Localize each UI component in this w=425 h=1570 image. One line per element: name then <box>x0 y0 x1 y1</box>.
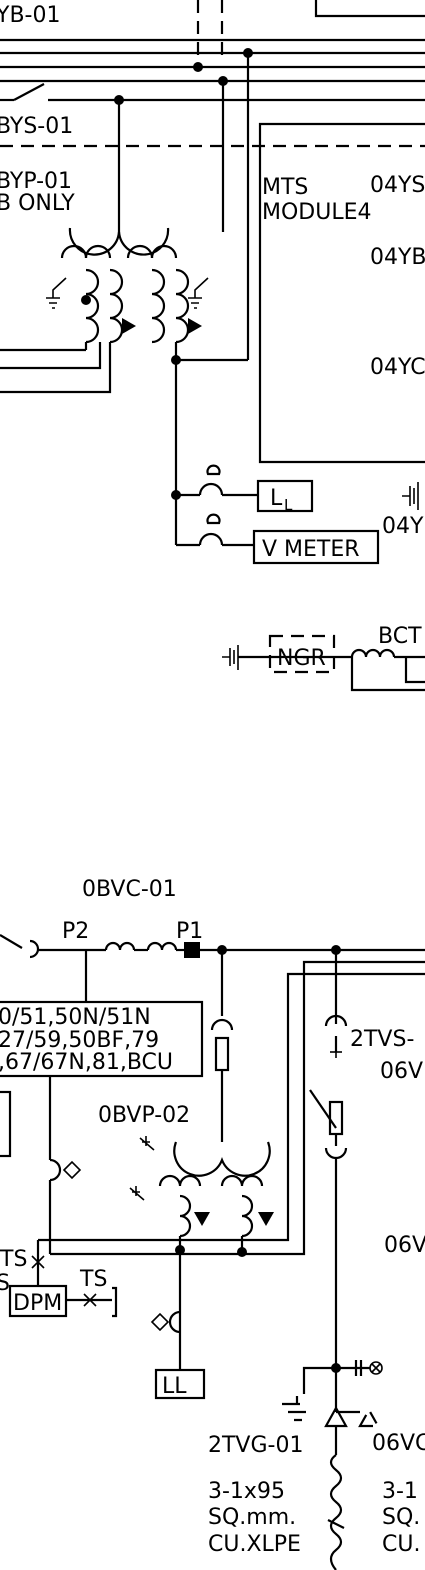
mts-module-box: MTS MODULE4 04YS 04YB 04YC <box>258 122 425 464</box>
label-04yc: 04YC <box>370 355 425 380</box>
label-b-only: B ONLY <box>0 191 75 216</box>
label-2tvs: 2TVS- <box>350 1027 414 1052</box>
label-p2: P2 <box>62 919 89 944</box>
relay-box-border <box>0 1000 204 1078</box>
label-ts-s: S <box>0 1271 10 1296</box>
right-feeder: 2TVS- 06V 06V 2TVG-01 06VC 3-1x95 SQ.mm.… <box>208 950 425 1570</box>
label-2tvg01: 2TVG-01 <box>208 1433 303 1458</box>
junction-dot <box>175 1245 185 1255</box>
cable-right-line1: 3-1 <box>382 1479 418 1504</box>
cable-right-line2: SQ. <box>382 1505 420 1530</box>
label-mts: MTS <box>262 175 308 200</box>
meter-branches: L L V METER 04Y <box>171 464 424 565</box>
junction-dot <box>237 1247 247 1257</box>
label-04yb: 04YB <box>370 245 425 270</box>
cable-right-line3: CU. <box>382 1532 420 1557</box>
label-04y: 04Y <box>382 514 424 539</box>
relay-functions-line2: 27/59,50BF,79 <box>0 1028 159 1053</box>
junction-dot <box>171 355 181 365</box>
junction-dot <box>81 295 91 305</box>
top-bus-section: YB-01 BYS-01 BYP-01 B ONLY <box>0 0 425 360</box>
junction-dot <box>193 62 203 72</box>
v-meter-box <box>252 529 380 565</box>
dpm-area: TS S DPM TS <box>0 1076 118 1318</box>
junction-dot <box>331 1363 341 1373</box>
label-yb01: YB-01 <box>0 3 60 28</box>
main-bus-section: 0BVC-01 P2 P1 <box>0 877 425 1256</box>
label-ll-top: L <box>270 486 283 511</box>
label-dpm: DPM <box>13 1291 62 1316</box>
label-06v-a: 06V <box>380 1059 423 1084</box>
ngr-bct: NGR BCT <box>222 624 425 692</box>
label-byp01: BYP-01 <box>0 169 72 194</box>
cable-left-line3: CU.XLPE <box>208 1532 301 1557</box>
label-obvp02: 0BVP-02 <box>98 1103 190 1128</box>
label-p1: P1 <box>176 919 203 944</box>
label-ll-bottom: LL <box>162 1374 187 1399</box>
relay-functions-line1: 0/51,50N/51N <box>0 1005 151 1030</box>
label-bys01: BYS-01 <box>0 114 73 139</box>
label-ngr: NGR <box>277 646 326 671</box>
label-ts-right: TS <box>79 1267 107 1292</box>
label-ts-left: TS <box>0 1247 27 1272</box>
pt-obvp02: 0BVP-02 LL <box>98 950 274 1400</box>
label-module4: MODULE4 <box>262 200 372 225</box>
label-06vc: 06VC <box>372 1431 425 1456</box>
ngr-box <box>268 634 336 674</box>
label-obvc01: 0BVC-01 <box>82 877 177 902</box>
label-bct: BCT <box>378 624 422 649</box>
relay-box: 0/51,50N/51N 27/59,50BF,79 ,67/67N,81,BC… <box>0 1000 204 1158</box>
relay-functions-line3: ,67/67N,81,BCU <box>0 1050 173 1075</box>
label-v-meter: V METER <box>262 537 360 562</box>
p1-marker <box>184 942 200 958</box>
label-ll-top-sub: L <box>284 496 293 514</box>
cable-left-line1: 3-1x95 <box>208 1479 285 1504</box>
ll-meter-box <box>256 479 314 513</box>
cable-left-line2: SQ.mm. <box>208 1505 296 1530</box>
label-04ys: 04YS <box>370 173 425 198</box>
pt-byp01 <box>0 100 248 545</box>
label-06v-b: 06V <box>384 1233 425 1258</box>
